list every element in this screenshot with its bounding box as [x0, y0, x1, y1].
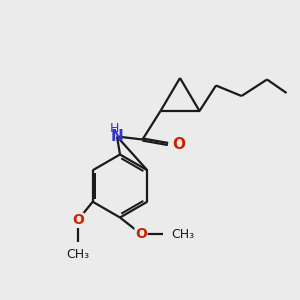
- Text: O: O: [135, 227, 147, 241]
- Text: N: N: [111, 129, 123, 144]
- Text: H: H: [110, 122, 119, 135]
- Text: O: O: [172, 136, 185, 152]
- Text: O: O: [72, 213, 84, 227]
- Text: CH₃: CH₃: [171, 227, 194, 241]
- Text: CH₃: CH₃: [66, 248, 89, 261]
